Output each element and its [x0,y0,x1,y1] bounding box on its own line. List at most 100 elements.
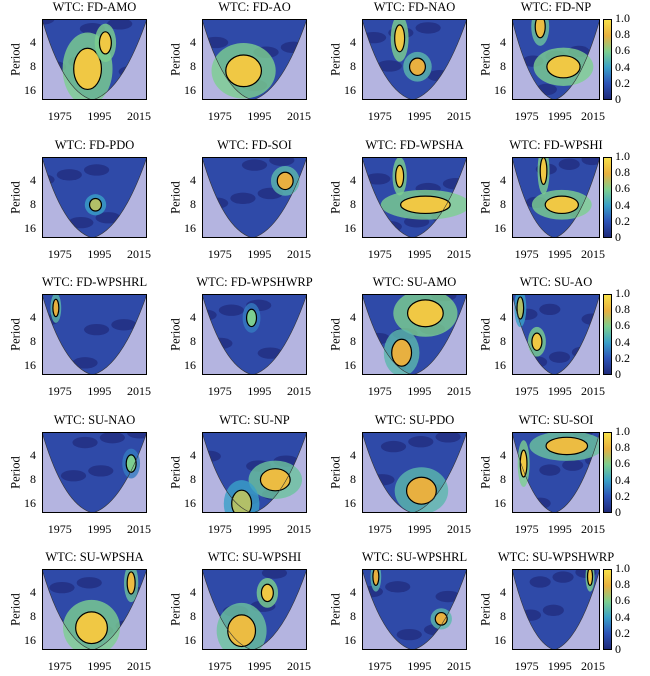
x-tick-label: 2015 [287,522,312,536]
x-tick-label: 2015 [127,522,152,536]
low-coherence-band [60,470,87,482]
wtc-panel [362,432,467,513]
x-tick-label: 1975 [47,109,72,123]
wtc-panel [512,294,600,375]
plot-frame [512,19,600,100]
panel-title: WTC: FD-SOI [217,138,292,152]
y-tick-label: 8 [350,333,356,348]
x-tick-label: 2015 [447,109,472,123]
colorbar-tick-label: 0.2 [615,75,630,90]
significant-region [534,19,546,39]
colorbar-tick-label: 1.0 [615,561,630,575]
wtc-panel [42,569,147,650]
y-tick-label: 16 [24,220,36,235]
y-tick-label: 16 [344,495,356,510]
y-tick-label: 8 [350,58,356,73]
significant-region [586,569,594,586]
wtc-panel [42,432,147,513]
significant-region [125,454,137,473]
significant-region [225,54,263,88]
y-tick-label: 8 [500,58,506,73]
y-tick-label: 8 [500,608,506,623]
wtc-panel [362,294,467,375]
low-coherence-band [88,465,114,477]
low-coherence-band [542,604,564,616]
wtc-panel [362,19,467,100]
y-tick-label: 8 [350,471,356,486]
y-tick-label: 8 [30,471,36,486]
y-tick-label: 8 [500,471,506,486]
x-tick-label: 1995 [547,247,572,261]
low-coherence-band [415,22,441,34]
plot-frame [202,294,307,375]
panel-title: WTC: FD-WPSHRL [41,275,148,289]
y-tick-label: 4 [500,172,506,187]
wtc-panel [202,432,307,513]
x-tick-label: 1995 [547,659,572,673]
x-tick-label: 2015 [287,109,312,123]
panel-title: WTC: FD-NAO [373,0,456,14]
plot-frame [512,569,600,650]
colorbar-tick-label: 0.4 [615,334,630,349]
significant-region [372,569,380,586]
x-tick-label: 1995 [247,522,272,536]
panel-title: WTC: FD-NP [520,0,592,14]
y-tick-label: 16 [494,632,506,647]
plot-frame [362,432,467,513]
colorbar [603,157,612,238]
significant-region [546,55,581,79]
x-tick-label: 1975 [47,384,72,398]
colorbar-tick-label: 0.2 [615,350,630,365]
plot-frame [42,19,147,100]
low-coherence-band [68,216,94,229]
significant-region [231,489,253,513]
panel-title: WTC: SU-AMO [372,275,457,289]
x-tick-label: 2015 [447,384,472,398]
low-coherence-band [84,164,110,176]
low-coherence-band [218,304,244,316]
x-tick-label: 2015 [581,522,606,536]
low-coherence-band [84,323,110,336]
x-tick-label: 1995 [547,522,572,536]
y-tick-label: 8 [30,333,36,348]
x-tick-label: 1995 [87,522,112,536]
colorbar-tick-label: 0.4 [615,472,630,487]
colorbar-tick-label: 0.2 [615,488,630,503]
x-tick-label: 2015 [581,247,606,261]
wtc-panel [512,432,600,513]
plot-frame [362,157,467,238]
wtc-panel [202,19,307,100]
x-tick-label: 1975 [207,522,232,536]
x-tick-label: 1995 [247,384,272,398]
y-tick-label: 16 [494,82,506,97]
y-tick-label: 8 [30,58,36,73]
significant-region [391,338,413,367]
y-tick-label: 16 [344,357,356,372]
low-coherence-band [257,347,283,359]
colorbar-tick-label: 0.8 [615,577,630,592]
y-tick-label: 8 [500,196,506,211]
x-tick-label: 1975 [514,384,539,398]
wtc-panel [42,19,147,100]
x-tick-label: 1975 [207,247,232,261]
colorbar-tick-label: 1.0 [615,11,630,25]
panel-title: WTC: SU-NAO [53,413,136,427]
panel-title: WTC: SU-WPSHI [207,550,302,564]
significant-region [73,47,103,91]
panel-title: WTC: FD-AMO [52,0,137,14]
y-tick-label: 4 [30,309,36,324]
low-coherence-band [95,212,121,224]
significant-region [405,476,437,505]
plot-frame [202,19,307,100]
significant-region [544,195,580,215]
panel-title: WTC: FD-WPSHI [509,138,603,152]
y-tick-label: 4 [350,309,356,324]
y-tick-label: 16 [184,357,196,372]
x-tick-label: 1995 [87,384,112,398]
x-tick-label: 1995 [407,659,432,673]
colorbar-tick-label: 0 [615,642,621,656]
y-tick-label: 8 [190,608,196,623]
low-coherence-band [107,19,133,30]
wtc-panel [362,157,467,238]
colorbar-tick-label: 0.6 [615,593,630,608]
